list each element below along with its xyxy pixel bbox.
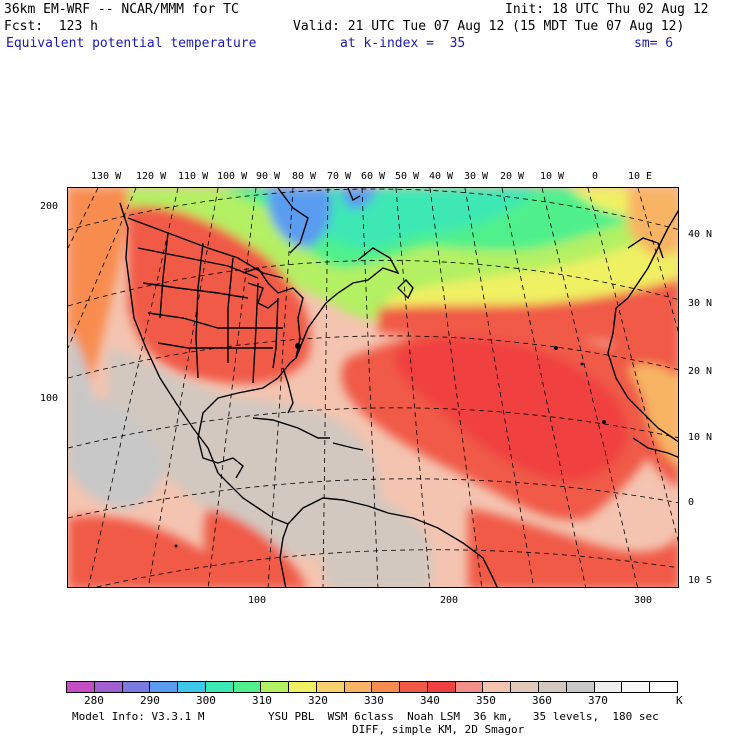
smoothing-info: sm= 6 [634,36,674,51]
grid-y-label: 200 [40,201,59,212]
lat-label: 20 N [688,366,713,377]
theta-e-shading [68,188,678,587]
lon-label: 20 W [500,171,525,182]
grid-x-label: 300 [634,595,653,606]
level-info: at k-index = 35 [340,36,466,51]
colorbar-label: 370 [588,694,608,707]
colorbar-swatch [122,682,151,692]
lon-label: 100 W [217,171,248,182]
valid-time: Valid: 21 UTC Tue 07 Aug 12 (15 MDT Tue … [293,19,685,34]
colorbar-swatch [594,682,623,692]
model-title: 36km EM-WRF -- NCAR/MMM for TC [4,2,239,17]
grid-x-label: 200 [440,595,459,606]
lon-label: 70 W [327,171,352,182]
colorbar-swatch [150,682,179,692]
lat-label: 10 S [688,575,713,586]
colorbar-swatch [261,682,290,692]
diffusion-info: DIFF, simple KM, 2D Smagor [352,723,525,736]
colorbar-label: 300 [196,694,216,707]
colorbar-swatch [622,682,651,692]
colorbar-swatch [650,682,677,692]
islands [174,343,606,548]
colorbar-swatch [483,682,512,692]
coastlines [119,188,678,587]
lon-label: 90 W [256,171,281,182]
colorbar-swatch [400,682,428,692]
lon-label: 10 E [628,171,653,182]
lat-label: 30 N [688,298,713,309]
colorbar-swatch [178,682,206,692]
lon-label: 40 W [429,171,454,182]
colorbar-swatch [427,682,456,692]
colorbar-swatch [316,682,345,692]
colorbar-label: 320 [308,694,328,707]
colorbar-swatch [372,682,401,692]
colorbar-swatch [566,682,595,692]
lon-label: 10 W [540,171,565,182]
model-info: Model Info: V3.3.1 M [72,710,205,723]
colorbar-label: 350 [476,694,496,707]
colorbar-label: 310 [252,694,272,707]
lon-label: 120 W [136,171,167,182]
lon-label: 30 W [464,171,489,182]
grid-x-label: 100 [248,595,267,606]
lon-label: 80 W [292,171,317,182]
colorbar-swatch [455,682,484,692]
colorbar-label: 290 [140,694,160,707]
colorbar-unit: K [676,694,683,707]
colorbar-swatch [539,682,567,692]
colorbar [66,681,678,693]
lat-label: 0 [688,497,695,508]
init-time: Init: 18 UTC Thu 02 Aug 12 [505,2,709,17]
lon-label: 0 [592,171,599,182]
colorbar-swatch [511,682,540,692]
colorbar-swatch [205,682,234,692]
forecast-hour: Fcst: 123 h [4,19,98,34]
colorbar-swatch [94,682,123,692]
theta-e-map [67,187,679,588]
grid-y-label: 100 [40,393,59,404]
colorbar-swatch [67,682,95,692]
lon-label: 130 W [91,171,122,182]
lon-label: 50 W [395,171,420,182]
physics-info: YSU PBL WSM 6class Noah LSM 36 km, 35 le… [268,710,659,723]
colorbar-swatch [289,682,317,692]
colorbar-label: 340 [420,694,440,707]
lon-label: 110 W [178,171,209,182]
colorbar-label: 280 [84,694,104,707]
colorbar-label: 330 [364,694,384,707]
field-name: Equivalent potential temperature [6,36,257,51]
colorbar-swatch [233,682,262,692]
lon-label: 60 W [361,171,386,182]
colorbar-label: 360 [532,694,552,707]
lat-label: 40 N [688,229,713,240]
lat-label: 10 N [688,432,713,443]
colorbar-swatch [344,682,373,692]
